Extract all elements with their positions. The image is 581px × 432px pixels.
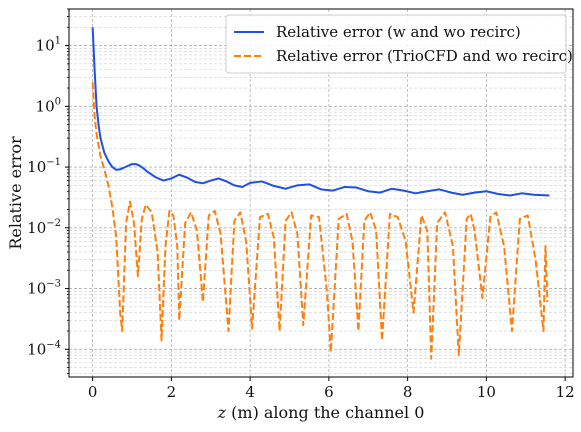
legend-box — [225, 14, 567, 74]
x-tick-label: 0 — [88, 383, 98, 401]
y-axis-label: Relative error — [6, 136, 25, 250]
x-tick-label: 10 — [477, 383, 496, 401]
y-tick-label: 10−3 — [27, 279, 61, 298]
series-line-1 — [91, 82, 549, 360]
series-line-0 — [91, 27, 550, 197]
x-axis-label-text: (m) along the channel 0 — [226, 403, 424, 422]
legend: Relative error (w and wo recirc) Relativ… — [225, 14, 573, 74]
x-tick-label: 12 — [556, 383, 575, 401]
x-axis-label-var: z — [217, 403, 227, 422]
x-axis-label: z (m) along the channel 0 — [217, 403, 425, 422]
y-tick-label: 10−1 — [27, 157, 61, 176]
y-tick-label: 101 — [36, 36, 61, 55]
x-tick-label: 2 — [167, 383, 177, 401]
x-tick-label: 6 — [324, 383, 334, 401]
legend-label-triocfd-and-wo-recirc: Relative error (TrioCFD and wo recirc) — [276, 47, 573, 65]
x-tick-label: 4 — [245, 383, 255, 401]
plot-frame — [68, 8, 574, 378]
y-tick-label: 10−2 — [27, 218, 61, 237]
y-tick-label: 10−4 — [27, 339, 61, 358]
series-layer — [91, 27, 550, 360]
y-tick-label: 100 — [36, 96, 61, 115]
legend-label-w-and-wo-recirc: Relative error (w and wo recirc) — [276, 23, 521, 41]
x-tick-label: 8 — [403, 383, 413, 401]
axis-ticks: 0 2 4 6 8 10 12 10−4 10−3 10−2 10−1 100 101 — [27, 8, 575, 401]
